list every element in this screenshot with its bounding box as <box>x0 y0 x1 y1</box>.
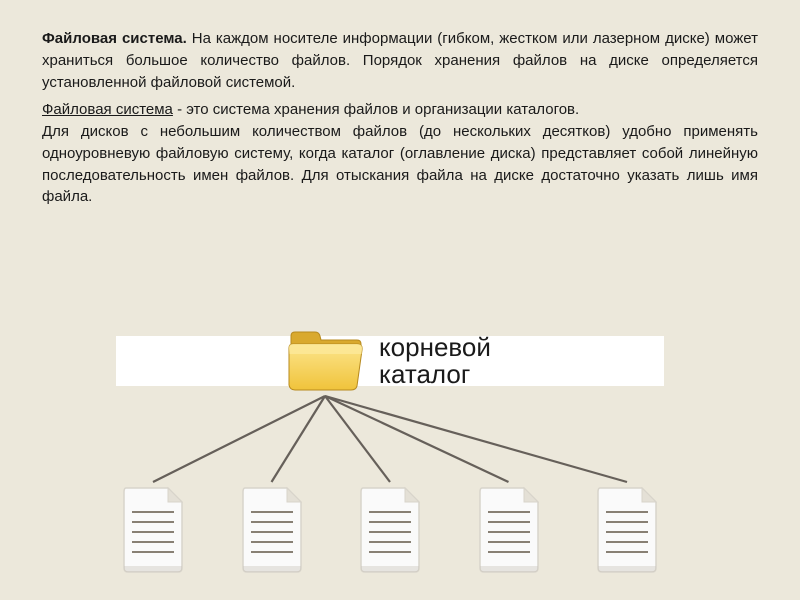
child-document <box>353 482 427 579</box>
root-folder: корневойкаталог <box>285 330 491 392</box>
child-document <box>472 482 546 579</box>
document-icon <box>590 482 664 574</box>
para2-seg2: Для дисков с небольшим количеством файло… <box>42 123 758 205</box>
child-document <box>116 482 190 579</box>
fs-term-bold: Файловая система. <box>42 30 187 47</box>
document-icon <box>353 482 427 574</box>
paragraph-2: Файловая система - это система хранения … <box>42 99 758 208</box>
fs-term-underline: Файловая система <box>42 101 173 118</box>
folder-icon <box>285 330 365 392</box>
child-document <box>235 482 309 579</box>
document-icon <box>116 482 190 574</box>
paragraph-1: Файловая система. На каждом носителе инф… <box>42 28 758 93</box>
document-icon <box>235 482 309 574</box>
child-documents-row <box>116 482 664 579</box>
root-catalog-diagram: корневойкаталог <box>110 330 670 580</box>
para2-seg1: - это система хранения файлов и организа… <box>173 101 579 118</box>
child-document <box>590 482 664 579</box>
root-folder-label: корневойкаталог <box>379 334 491 389</box>
document-icon <box>472 482 546 574</box>
